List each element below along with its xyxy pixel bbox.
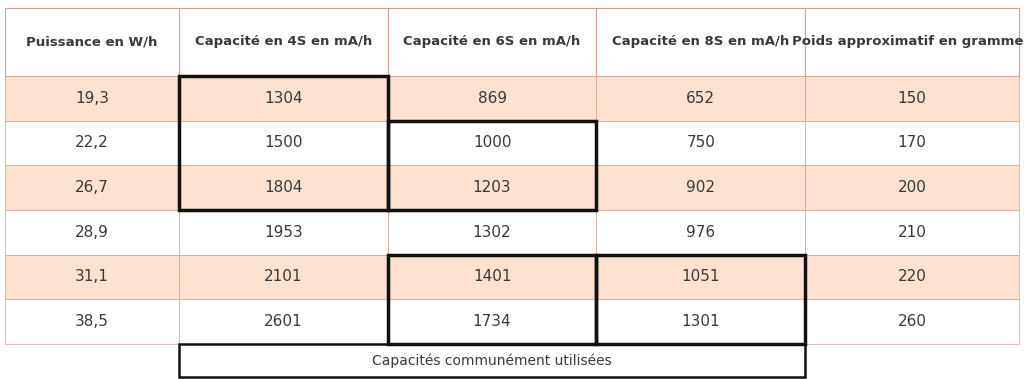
Bar [179,76,388,121]
Text: 2101: 2101 [264,269,303,284]
Bar [805,165,1019,210]
Bar [596,76,805,121]
Text: 31,1: 31,1 [75,269,109,284]
Bar [179,255,388,299]
Text: 652: 652 [686,91,716,106]
Bar [805,76,1019,121]
Bar [179,299,388,344]
Text: 220: 220 [898,269,927,284]
Text: 1500: 1500 [264,135,303,150]
Bar [179,344,805,377]
Bar [5,121,179,165]
Bar [5,210,179,255]
Bar [179,165,388,210]
Bar [5,255,179,299]
Bar [596,255,805,299]
Bar [596,210,805,255]
Bar [596,165,805,210]
Text: Capacité en 6S en mA/h: Capacité en 6S en mA/h [403,35,581,48]
Text: 1304: 1304 [264,91,303,106]
Text: 1734: 1734 [473,314,511,329]
Bar [388,165,596,210]
Text: Capacité en 8S en mA/h: Capacité en 8S en mA/h [612,35,790,48]
Bar [5,165,179,210]
Bar [596,8,805,76]
Bar [388,299,596,344]
Bar [805,255,1019,299]
Bar [388,8,596,76]
Bar [596,299,805,344]
Text: 976: 976 [686,225,716,240]
Text: 1302: 1302 [473,225,511,240]
Text: 170: 170 [898,135,927,150]
Bar [805,121,1019,165]
Bar [179,210,388,255]
Bar [5,8,179,76]
Bar [805,210,1019,255]
Text: 1000: 1000 [473,135,511,150]
Bar [388,121,596,210]
Text: 869: 869 [477,91,507,106]
Bar [5,76,179,121]
Text: 1401: 1401 [473,269,511,284]
Text: 150: 150 [898,91,927,106]
Text: 38,5: 38,5 [75,314,109,329]
Bar [805,299,1019,344]
Text: 19,3: 19,3 [75,91,110,106]
Text: 1301: 1301 [682,314,720,329]
Bar [805,8,1019,76]
Text: 22,2: 22,2 [75,135,109,150]
Text: 1804: 1804 [264,180,303,195]
Text: 750: 750 [686,135,716,150]
Bar [179,76,388,210]
Bar [596,121,805,165]
Text: Puissance en W/h: Puissance en W/h [27,35,158,48]
Text: 1203: 1203 [473,180,511,195]
Text: 260: 260 [898,314,927,329]
Text: 2601: 2601 [264,314,303,329]
Text: Capacités communément utilisées: Capacités communément utilisées [373,353,612,368]
Text: 26,7: 26,7 [75,180,109,195]
Text: 1051: 1051 [682,269,720,284]
Text: Poids approximatif en grammes: Poids approximatif en grammes [793,35,1024,48]
Text: 200: 200 [898,180,927,195]
Text: 28,9: 28,9 [75,225,109,240]
Bar [5,299,179,344]
Bar [388,76,596,121]
Bar [388,210,596,255]
Bar [596,255,805,344]
Bar [388,121,596,165]
Text: Capacité en 4S en mA/h: Capacité en 4S en mA/h [195,35,372,48]
Text: 210: 210 [898,225,927,240]
Bar [179,8,388,76]
Bar [388,255,596,344]
Bar [388,255,596,299]
Text: 1953: 1953 [264,225,303,240]
Text: 902: 902 [686,180,716,195]
Bar [179,121,388,165]
